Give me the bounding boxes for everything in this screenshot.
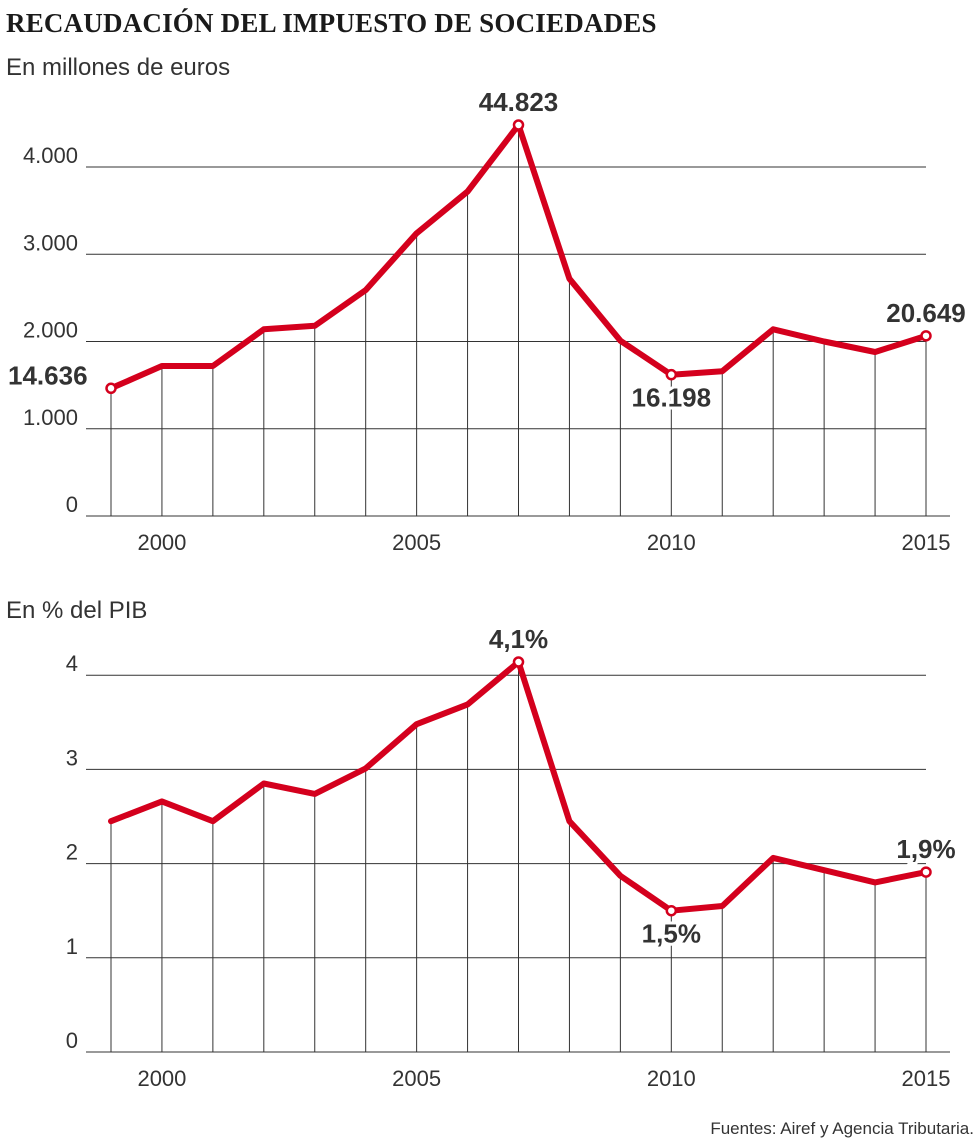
- y-tick-label: 2.000: [23, 318, 78, 343]
- chart-1-subtitle: En millones de euros: [6, 54, 231, 81]
- data-label: 1,9%: [896, 834, 955, 864]
- data-label: 44.823: [479, 87, 559, 117]
- chart-title: RECAUDACIÓN DEL IMPUESTO DE SOCIEDADES: [6, 8, 657, 38]
- highlight-point-marker: [665, 904, 678, 917]
- x-tick-label: 2000: [137, 1066, 186, 1091]
- data-label: 4,1%: [489, 624, 548, 654]
- revenue-gdp-line-chart: 0 1 2 3 4 2000 2005 2010 2015 4,1% 1,5% 1,9%: [66, 621, 959, 1091]
- revenue-millions-line-chart: 0 1.000 2.000 3.000 4.000 2000 2005 2010 2015 14.…: [5, 84, 969, 555]
- y-tick-label: 0: [66, 492, 78, 517]
- x-tick-label: 2015: [902, 530, 951, 555]
- y-tick-label: 0: [66, 1028, 78, 1053]
- y-tick-label: 4.000: [23, 143, 78, 168]
- y-tick-label: 3: [66, 745, 78, 770]
- highlight-point-marker: [105, 382, 117, 395]
- data-label: 1,5%: [642, 919, 701, 949]
- x-tick-label: 2010: [647, 1066, 696, 1091]
- highlight-point-marker: [512, 119, 525, 131]
- source-note: Fuentes: Airef y Agencia Tributaria.: [710, 1119, 974, 1138]
- chart-2-subtitle: En % del PIB: [6, 597, 148, 624]
- y-tick-label: 4: [66, 651, 78, 676]
- x-tick-label: 2005: [392, 1066, 441, 1091]
- y-tick-label: 2: [66, 840, 78, 865]
- data-label: 20.649: [886, 298, 966, 328]
- x-tick-label: 2015: [902, 1066, 951, 1091]
- highlight-point-marker: [512, 656, 525, 668]
- highlight-point-marker: [920, 330, 932, 342]
- y-tick-label: 1.000: [23, 405, 78, 430]
- x-tick-label: 2010: [647, 530, 696, 555]
- y-tick-label: 3.000: [23, 230, 78, 255]
- x-tick-label: 2005: [392, 530, 441, 555]
- y-tick-label: 1: [66, 934, 78, 959]
- x-tick-label: 2000: [137, 530, 186, 555]
- highlight-point-marker: [920, 866, 932, 878]
- highlight-point-marker: [665, 368, 678, 381]
- data-label: 16.198: [632, 383, 712, 413]
- data-label: 14.636: [8, 360, 88, 390]
